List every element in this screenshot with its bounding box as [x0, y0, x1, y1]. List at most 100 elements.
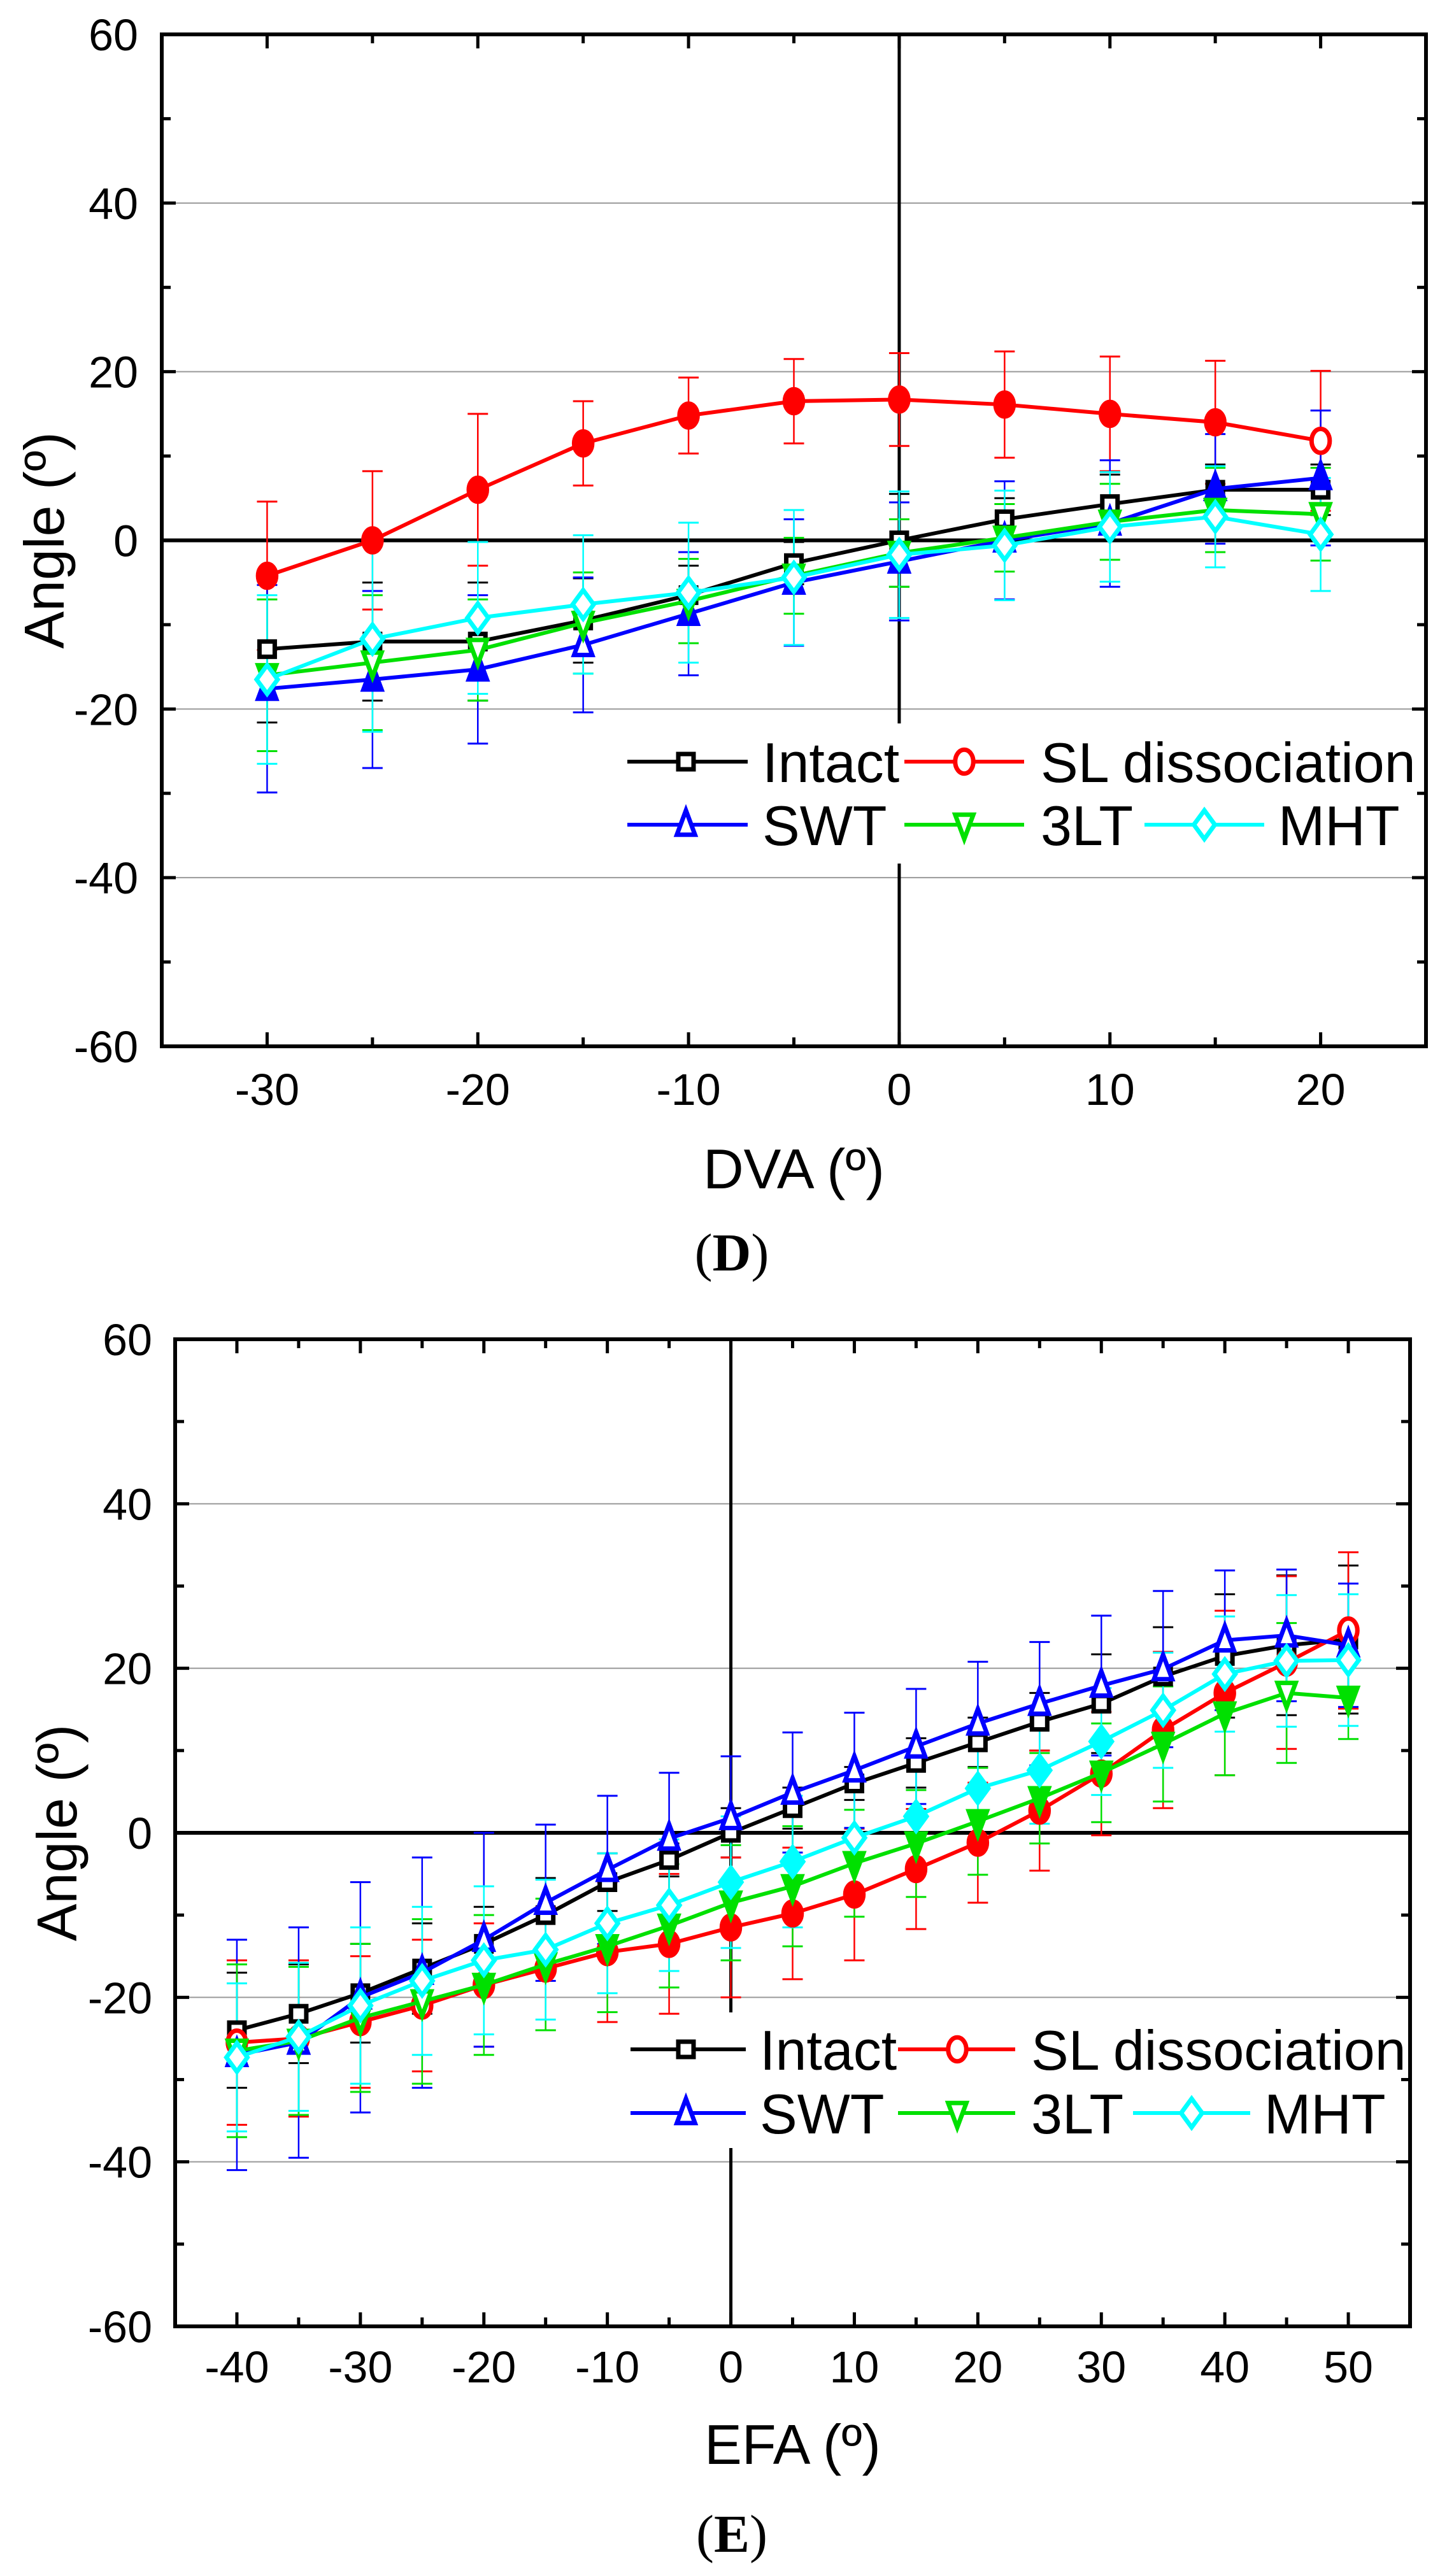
plot-frame: [173, 1337, 1412, 2328]
y-tick-label: 40: [103, 1479, 152, 1529]
chart-panel-E: -60 -40 -20 0 20 40 60 -40 -30 -20 -10 0 10 20 30 40 50 I…: [25, 1315, 1412, 2564]
data-point: [1212, 1701, 1237, 1735]
data-point: [1029, 1712, 1050, 1732]
legend-item: MHT: [1133, 2082, 1386, 2145]
legend-marker-icon: [1178, 2095, 1205, 2131]
data-point: [841, 1819, 868, 1856]
data-point: [1099, 399, 1122, 429]
x-axis-title: DVA (º): [703, 1137, 885, 1200]
legend-item: Intact: [631, 2019, 897, 2082]
data-point: [594, 1905, 621, 1942]
data-point: [886, 536, 913, 573]
legend-marker-icon: [673, 804, 699, 837]
data-point: [675, 574, 702, 611]
y-tick-label: -40: [88, 2138, 152, 2188]
data-point: [465, 637, 490, 671]
chart-panel-D: -60 -40 -20 0 20 40 60 -30 -20 -10 0 10 20 Intact SL d…: [13, 10, 1428, 1283]
data-point: [888, 385, 911, 414]
y-tick-label: 40: [89, 179, 138, 229]
data-point: [1027, 1683, 1052, 1716]
data-point: [571, 429, 595, 458]
data-point: [1211, 1656, 1238, 1693]
x-tick-label: -30: [235, 1065, 299, 1114]
panel-caption: (E): [696, 2505, 767, 2564]
data-point: [1309, 426, 1332, 455]
x-tick-label: 30: [1076, 2342, 1126, 2392]
data-point: [657, 1818, 681, 1851]
data-point: [361, 526, 384, 555]
data-point: [285, 2018, 312, 2055]
data-point: [1307, 516, 1334, 553]
legend-label: SWT: [760, 2082, 885, 2145]
data-point: [842, 1851, 867, 1884]
legend-marker-icon: [953, 747, 976, 776]
data-point: [964, 1770, 992, 1807]
data-point: [780, 559, 808, 596]
x-tick-label: 0: [718, 2342, 743, 2392]
panel-label: E: [714, 2505, 750, 2564]
caption-paren: ): [750, 2505, 767, 2564]
data-point: [1088, 1665, 1114, 1698]
data-point: [1274, 1681, 1299, 1714]
legend-item: SWT: [631, 2082, 885, 2145]
data-point: [408, 1963, 436, 1999]
data-point: [253, 661, 281, 698]
legend-marker-icon: [673, 2092, 699, 2126]
data-point: [843, 1880, 866, 1909]
data-point: [1150, 1648, 1176, 1682]
y-tick-label: 60: [103, 1315, 152, 1365]
data-point: [1336, 1685, 1361, 1719]
data-point: [966, 1809, 990, 1842]
data-point: [1212, 1619, 1237, 1653]
data-point: [257, 639, 277, 659]
data-point: [1026, 1752, 1053, 1789]
legend-marker-icon: [945, 2100, 970, 2134]
data-point: [717, 1864, 745, 1900]
data-point: [991, 527, 1018, 564]
legend: Intact SL dissociation SWT 3LT MHT: [627, 731, 1416, 857]
x-tick-label: 40: [1200, 2342, 1250, 2392]
legend-label: Intact: [762, 731, 899, 794]
x-tick-label: -20: [446, 1065, 510, 1114]
legend-item: SL dissociation: [904, 731, 1416, 794]
x-tick-label: 10: [1085, 1065, 1135, 1114]
data-point: [718, 1797, 743, 1830]
x-tick-label: -40: [204, 2342, 269, 2392]
legend-marker-icon: [676, 2039, 696, 2060]
y-tick-label: 20: [103, 1644, 152, 1694]
y-axis-title: Angle (º): [25, 1725, 89, 1941]
data-point: [1150, 1732, 1176, 1765]
data-point: [904, 1725, 929, 1759]
y-tick-label: -20: [74, 685, 138, 734]
caption-paren: (: [696, 2505, 714, 2564]
data-point: [532, 1931, 559, 1968]
x-tick-label: 10: [830, 2342, 880, 2392]
data-point: [966, 1702, 990, 1736]
legend-label: SL dissociation: [1031, 2019, 1406, 2082]
data-point: [1273, 1642, 1300, 1679]
x-axis-title: EFA (º): [704, 2413, 881, 2476]
data-point: [464, 599, 492, 636]
series-mht: [257, 465, 1331, 765]
legend-label: 3LT: [1041, 794, 1133, 857]
data-point: [255, 561, 279, 590]
data-point: [967, 1732, 988, 1753]
data-point: [655, 1887, 683, 1924]
legend-marker-icon: [952, 812, 977, 846]
data-point: [1088, 1723, 1115, 1760]
data-point: [993, 390, 1016, 419]
legend-item: 3LT: [904, 794, 1133, 857]
data-point: [842, 1749, 867, 1783]
legend-marker-icon: [946, 2035, 969, 2064]
legend-marker-icon: [1191, 806, 1218, 843]
data-point: [347, 1987, 374, 2024]
data-point: [1091, 1693, 1111, 1714]
legend-label: 3LT: [1031, 2082, 1123, 2145]
data-point: [1150, 1692, 1177, 1728]
legend-label: MHT: [1278, 794, 1400, 857]
data-point: [569, 586, 597, 623]
y-tick-label: -60: [88, 2302, 152, 2352]
x-tick-label: -30: [328, 2342, 392, 2392]
data-point: [1202, 499, 1229, 535]
